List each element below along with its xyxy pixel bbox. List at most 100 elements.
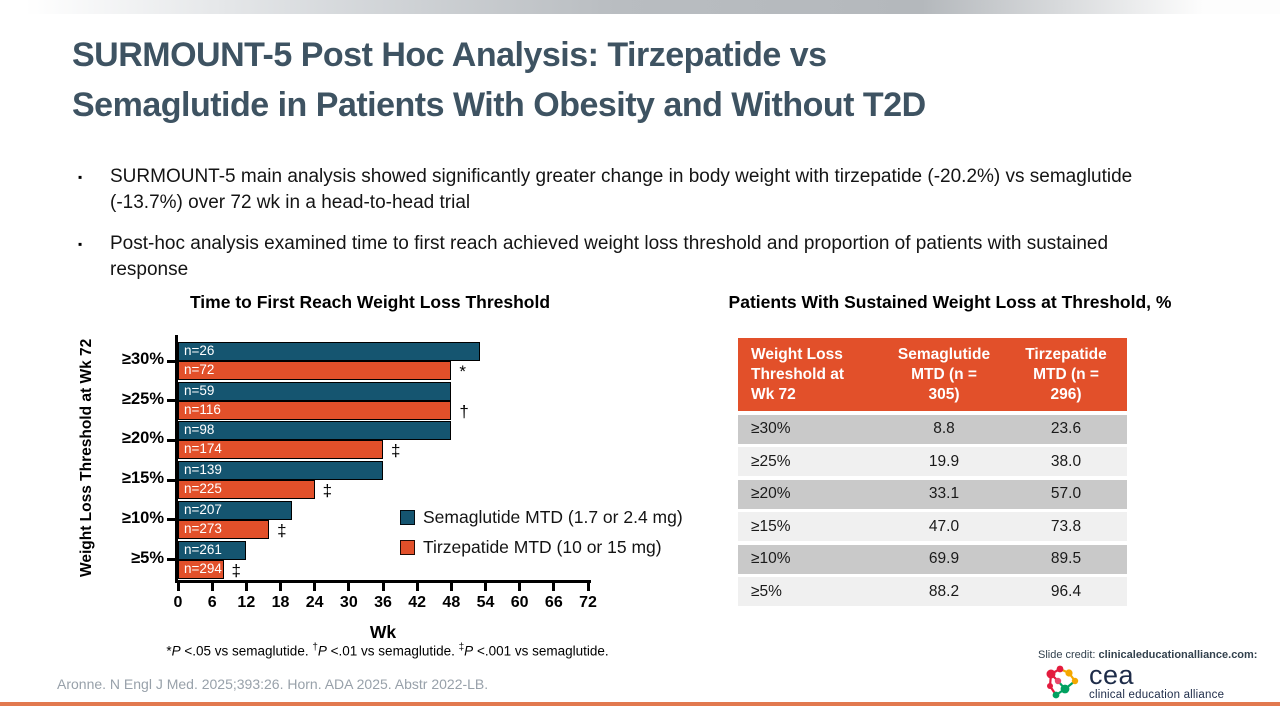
- table-body: ≥30% 8.8 23.6 ≥25% 19.9 38.0 ≥20% 33.1 57.0 ≥15% 4…: [738, 414, 1127, 606]
- legend-item: Semaglutide MTD (1.7 or 2.4 mg): [400, 502, 690, 532]
- legend-swatch-icon: [400, 539, 415, 555]
- x-tick-label: 24: [305, 594, 324, 611]
- legend-item: Tirzepatide MTD (10 or 15 mg): [400, 532, 690, 562]
- bar-semaglutide-≥10%: n=207: [178, 500, 292, 520]
- x-tick-label: 18: [271, 594, 290, 611]
- table-row: ≥30% 8.8 23.6: [738, 414, 1127, 444]
- x-tick-mark: [449, 583, 453, 591]
- bar-n-label: n=98: [184, 422, 215, 438]
- bar-n-label: n=139: [184, 462, 222, 478]
- table-cell-threshold: ≥25%: [751, 452, 791, 470]
- table-row: ≥20% 33.1 57.0: [738, 479, 1127, 509]
- bar-n-label: n=294: [184, 560, 222, 576]
- table-cell-threshold: ≥15%: [751, 517, 791, 535]
- bar-n-label: n=225: [184, 481, 222, 497]
- table-row: ≥5% 88.2 96.4: [738, 577, 1127, 606]
- y-tick-label: ≥25%: [121, 389, 164, 408]
- table-cell-threshold: ≥5%: [751, 582, 782, 600]
- logo-abbr: cea: [1089, 660, 1135, 690]
- x-tick-mark: [244, 583, 248, 591]
- bar-chart: Time to First Reach Weight Loss Threshol…: [60, 290, 700, 652]
- bar-n-label: n=116: [184, 401, 221, 417]
- x-tick-label: 48: [442, 594, 461, 611]
- x-tick-mark: [518, 583, 522, 591]
- x-axis-title: Wk: [369, 622, 397, 642]
- x-tick-label: 42: [408, 594, 427, 611]
- bar-semaglutide-≥15%: n=139: [178, 461, 383, 481]
- bar-semaglutide-≥20%: n=98: [178, 421, 452, 441]
- bar-semaglutide-≥5%: n=261: [178, 540, 247, 560]
- y-tick-label: ≥15%: [121, 469, 164, 488]
- x-tick-mark: [381, 583, 385, 591]
- legend-label: Semaglutide MTD (1.7 or 2.4 mg): [423, 506, 683, 527]
- bar-tirzepatide-≥10%: n=273: [178, 519, 270, 539]
- x-tick-label: 72: [579, 594, 597, 611]
- page-title: SURMOUNT-5 Post Hoc Analysis: Tirzepatid…: [72, 30, 1232, 130]
- table-cell-semaglutide: 88.2: [928, 582, 960, 600]
- y-tick-mark: [167, 558, 175, 561]
- table-row: ≥10% 69.9 89.5: [738, 544, 1127, 574]
- bullet-list: ▪ SURMOUNT-5 main analysis showed signifi…: [78, 164, 1138, 298]
- table-cell-semaglutide: 47.0: [928, 517, 960, 535]
- x-tick-mark: [552, 583, 556, 591]
- x-tick-label: 66: [544, 594, 563, 611]
- y-tick-mark: [167, 478, 175, 482]
- y-tick-label: ≥10%: [121, 508, 164, 527]
- bar-n-label: n=174: [184, 441, 222, 457]
- table-cell-tirzepatide: 23.6: [1050, 420, 1082, 437]
- table-row: ≥25% 19.9 38.0: [738, 447, 1127, 476]
- bar-n-label: n=26: [184, 343, 215, 358]
- cea-logo: cea clinical education alliance: [1042, 661, 1224, 703]
- significance-marker: ‡: [322, 481, 333, 501]
- x-tick-mark: [484, 583, 487, 591]
- x-tick-mark: [279, 583, 282, 591]
- significance-marker: †: [459, 401, 469, 421]
- bullet-square-icon: ▪: [78, 237, 83, 251]
- top-gradient-bar: [0, 0, 1280, 14]
- table-cell-tirzepatide: 89.5: [1050, 550, 1082, 567]
- bar-n-label: n=261: [184, 541, 222, 557]
- x-tick-mark: [347, 583, 351, 591]
- x-tick-mark: [210, 583, 214, 591]
- slide-credit: Slide credit: clinicaleducationalliance.…: [1038, 649, 1257, 661]
- x-tick-label: 30: [339, 594, 358, 611]
- legend-label: Tirzepatide MTD (10 or 15 mg): [423, 536, 662, 557]
- table-cell-semaglutide: 19.9: [928, 452, 960, 470]
- bar-tirzepatide-≥30%: n=72: [178, 361, 452, 380]
- cea-molecule-icon: [1046, 665, 1079, 699]
- x-tick-label: 6: [207, 594, 217, 611]
- bar-semaglutide-≥30%: n=26: [178, 342, 480, 361]
- table-cell-threshold: ≥30%: [751, 420, 791, 437]
- y-tick-label: ≥20%: [121, 429, 164, 448]
- logo-name: clinical education alliance: [1089, 689, 1225, 701]
- x-tick-mark: [415, 583, 419, 591]
- y-tick-label: ≥30%: [121, 350, 164, 368]
- table-cell-tirzepatide: 38.0: [1050, 452, 1082, 470]
- y-tick-label: ≥5%: [131, 548, 164, 567]
- table-cell-semaglutide: 33.1: [928, 485, 960, 502]
- table-cell-tirzepatide: 73.8: [1050, 517, 1082, 535]
- bullet-square-icon: ▪: [78, 170, 83, 184]
- chart-footnote: *P <.05 vs semaglutide. †P <.01 vs semag…: [166, 642, 609, 659]
- bullet-text: SURMOUNT-5 main analysis showed signific…: [110, 166, 1133, 213]
- x-tick-mark: [176, 583, 180, 591]
- legend-swatch-icon: [400, 509, 415, 525]
- table-header-semaglutide: Semaglutide MTD (n = 305): [897, 345, 991, 403]
- y-tick-mark: [167, 438, 175, 442]
- table-cell-tirzepatide: 57.0: [1050, 485, 1082, 502]
- significance-marker: ‡: [391, 441, 401, 461]
- table-row: ≥15% 47.0 73.8: [738, 512, 1127, 541]
- bullet-text: Post-hoc analysis examined time to first…: [110, 233, 1109, 280]
- table-cell-semaglutide: 69.9: [928, 550, 960, 567]
- bullet-item: ▪ Post-hoc analysis examined time to firs…: [78, 231, 1138, 283]
- bar-tirzepatide-≥15%: n=225: [178, 480, 315, 500]
- bar-semaglutide-≥25%: n=59: [178, 381, 452, 401]
- slide-credit-domain[interactable]: clinicaleducationalliance.com:: [1098, 649, 1258, 661]
- table-cell-threshold: ≥10%: [751, 550, 791, 567]
- bottom-accent-line: [0, 702, 1280, 706]
- table-cell-semaglutide: 8.8: [933, 420, 955, 437]
- y-tick-mark: [167, 518, 175, 522]
- x-tick-label: 36: [374, 594, 392, 611]
- bar-tirzepatide-≥5%: n=294: [178, 559, 224, 579]
- x-tick-mark: [586, 583, 590, 591]
